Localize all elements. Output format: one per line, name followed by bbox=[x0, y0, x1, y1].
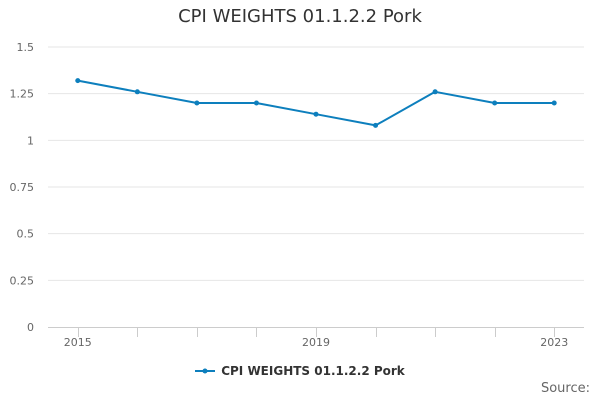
y-tick-label: 1.5 bbox=[17, 41, 35, 54]
y-axis-labels: 0 0.25 0.5 0.75 1 1.25 1.5 bbox=[10, 41, 35, 334]
y-tick-label: 0 bbox=[27, 321, 34, 334]
y-tick-label: 0.25 bbox=[10, 274, 35, 287]
y-tick-label: 1 bbox=[27, 134, 34, 147]
x-tick-label: 2015 bbox=[64, 336, 92, 349]
grid-lines bbox=[48, 46, 584, 281]
data-point[interactable] bbox=[551, 100, 557, 106]
legend[interactable]: CPI WEIGHTS 01.1.2.2 Pork bbox=[0, 364, 600, 379]
data-point[interactable] bbox=[432, 89, 438, 95]
chart-title: CPI WEIGHTS 01.1.2.2 Pork bbox=[178, 6, 422, 27]
data-point[interactable] bbox=[194, 100, 200, 106]
series-line[interactable] bbox=[76, 79, 556, 127]
data-point[interactable] bbox=[373, 122, 379, 128]
data-point[interactable] bbox=[75, 78, 81, 84]
y-tick-label: 0.75 bbox=[10, 181, 35, 194]
data-point[interactable] bbox=[313, 111, 319, 117]
legend-label: CPI WEIGHTS 01.1.2.2 Pork bbox=[221, 364, 405, 378]
y-tick-label: 1.25 bbox=[10, 88, 35, 101]
x-tick-label: 2023 bbox=[540, 336, 568, 349]
data-point[interactable] bbox=[492, 100, 498, 106]
series-group bbox=[75, 78, 557, 128]
y-tick-label: 0.5 bbox=[17, 228, 35, 241]
legend-marker-icon bbox=[195, 368, 216, 374]
x-axis: 2015 2019 2023 bbox=[48, 327, 584, 349]
source-credit[interactable]: Source: bbox=[540, 381, 590, 396]
data-point[interactable] bbox=[134, 89, 140, 95]
data-point[interactable] bbox=[253, 100, 259, 106]
x-tick-label: 2019 bbox=[302, 336, 330, 349]
